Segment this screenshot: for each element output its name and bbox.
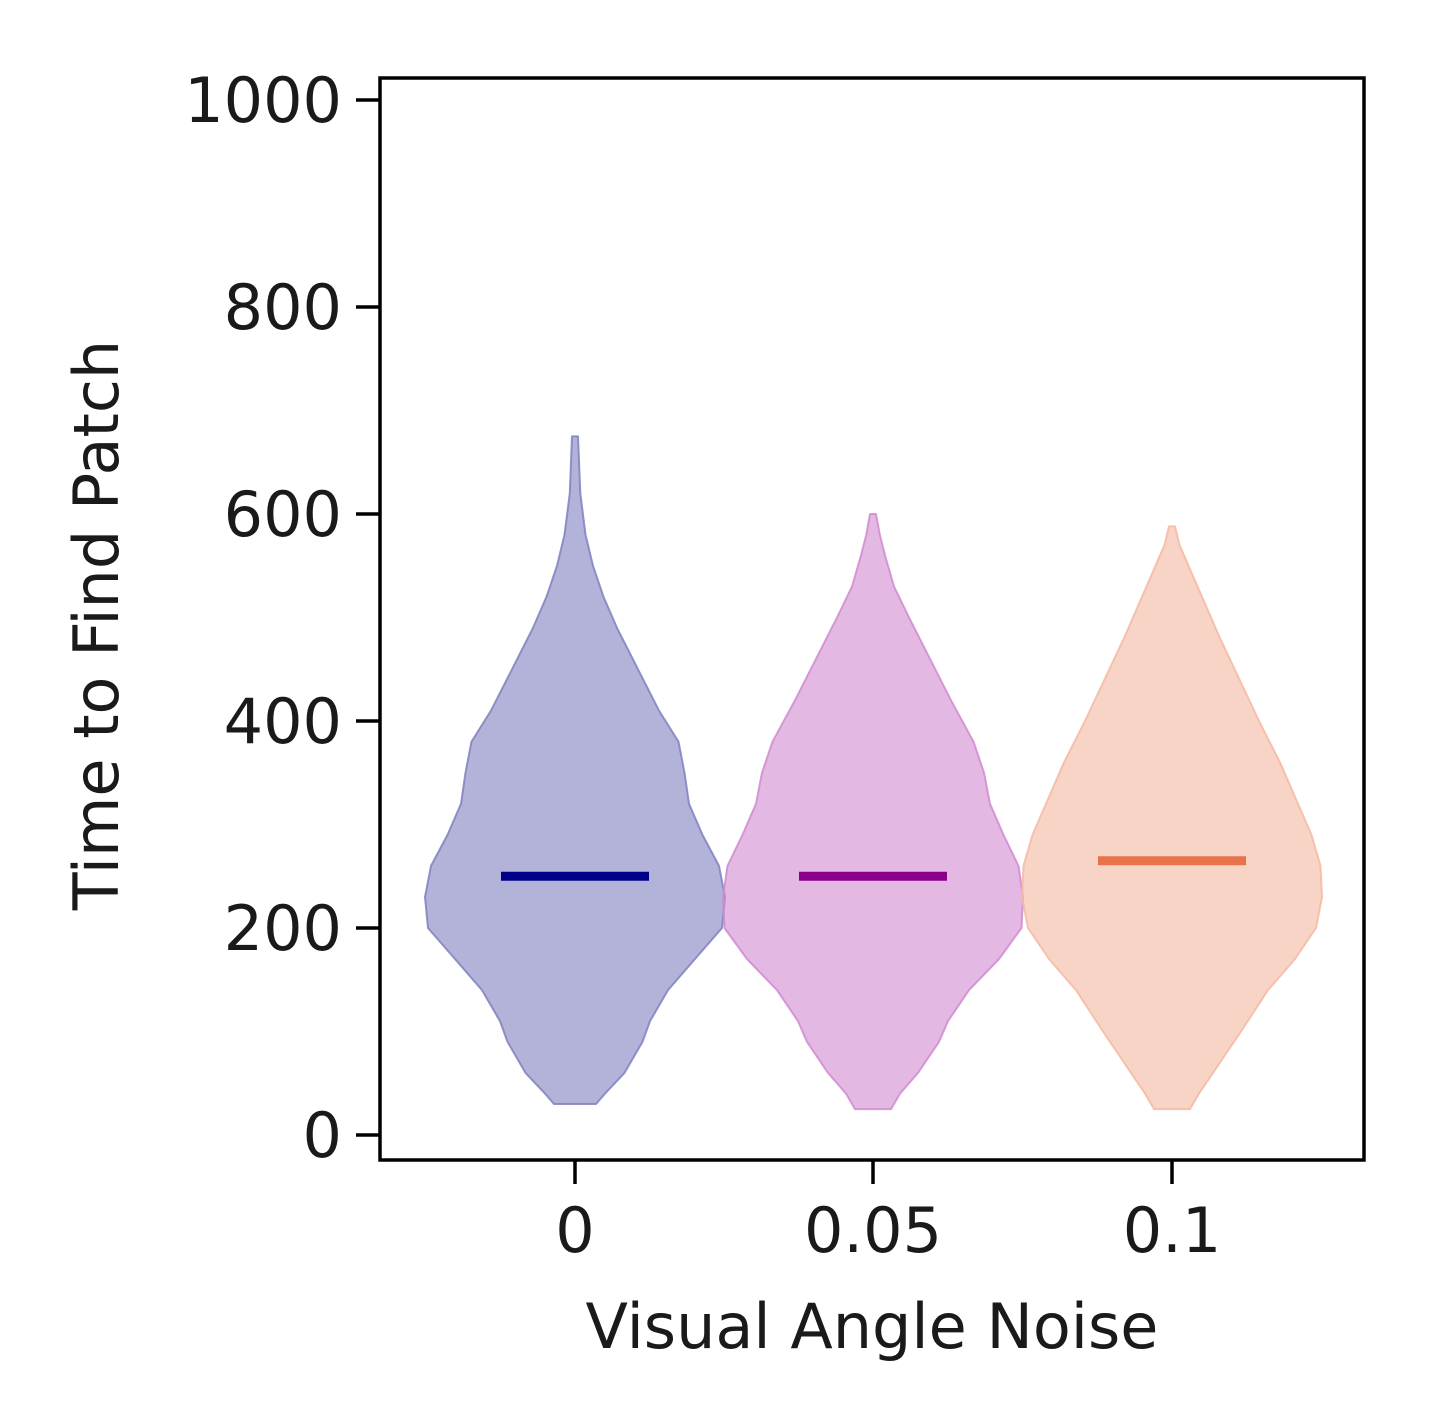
y-tick-label: 0: [303, 1099, 342, 1172]
y-tick-label: 600: [224, 478, 342, 551]
y-tick-label: 800: [224, 271, 342, 344]
violin-body: [722, 513, 1024, 1111]
violin-layer: [424, 435, 1323, 1111]
violin-body: [1021, 525, 1323, 1111]
x-tick-label: 0: [555, 1194, 594, 1267]
y-tick-label: 200: [224, 892, 342, 965]
y-tick-label: 1000: [184, 64, 342, 137]
violin-body: [424, 435, 726, 1105]
y-axis-title: Time to Find Patch: [60, 340, 133, 911]
x-tick-label: 0.1: [1123, 1194, 1222, 1267]
x-axis-ticks: 0 0.05 0.1: [555, 1160, 1221, 1267]
x-axis-title: Visual Angle Noise: [586, 1290, 1159, 1363]
y-tick-label: 400: [224, 685, 342, 758]
x-tick-label: 0.05: [804, 1194, 942, 1267]
y-axis-ticks: 0 200 400 600 800 1000: [184, 64, 380, 1172]
